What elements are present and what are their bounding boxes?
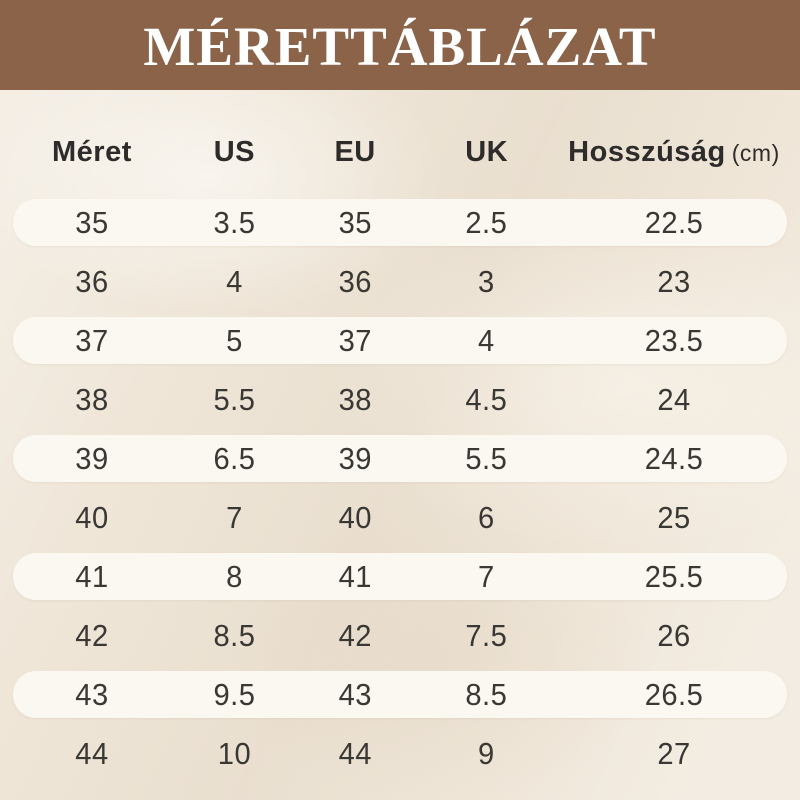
cell-eu: 44 [338,735,372,771]
cell-length: 25.5 [644,558,704,594]
cell-us: 5.5 [213,381,256,417]
cell-uk: 5.5 [465,440,508,476]
cell-eu: 36 [338,263,372,299]
table-row: 39 6.5 39 5.5 24.5 [13,429,787,488]
column-header-uk: UK [465,135,509,168]
cell-us: 8.5 [213,617,256,653]
cell-us: 9.5 [213,676,256,712]
length-unit-label: (cm) [731,139,780,166]
table-row: 38 5.5 38 4.5 24 [13,370,787,429]
cell-us: 6.5 [213,440,256,476]
cell-length: 24 [657,381,691,417]
cell-size: 37 [75,322,109,358]
cell-uk: 3 [478,263,495,299]
cell-length: 23.5 [644,322,704,358]
page-title: MÉRETTÁBLÁZAT [143,15,657,77]
cell-uk: 4 [478,322,495,358]
table-header-row: Méret US EU UK Hosszúság (cm) [13,122,787,182]
cell-length: 24.5 [644,440,704,476]
cell-us: 8 [226,558,243,594]
table-row: 37 5 37 4 23.5 [13,311,787,370]
cell-eu: 41 [338,558,372,594]
cell-uk: 7.5 [465,617,508,653]
table-row: 42 8.5 42 7.5 26 [13,606,787,665]
cell-eu: 42 [338,617,372,653]
cell-eu: 35 [338,204,372,240]
table-row: 43 9.5 43 8.5 26.5 [13,665,787,724]
cell-uk: 2.5 [465,204,508,240]
column-header-eu: EU [334,135,376,168]
cell-us: 5 [226,322,243,358]
cell-length: 26.5 [644,676,704,712]
cell-size: 44 [75,735,109,771]
cell-uk: 4.5 [465,381,508,417]
cell-eu: 37 [338,322,372,358]
cell-us: 4 [226,263,243,299]
column-header-size: Méret [52,135,132,168]
table-row: 41 8 41 7 25.5 [13,547,787,606]
cell-size: 41 [75,558,109,594]
cell-eu: 38 [338,381,372,417]
table-row: 44 10 44 9 27 [13,724,787,783]
cell-length: 23 [657,263,691,299]
cell-uk: 9 [478,735,495,771]
cell-size: 43 [75,676,109,712]
cell-length: 22.5 [644,204,704,240]
column-header-length: Hosszúság (cm) [561,136,787,169]
cell-eu: 43 [338,676,372,712]
cell-length: 26 [657,617,691,653]
cell-us: 10 [217,735,252,771]
cell-length: 27 [657,735,691,771]
cell-size: 39 [75,440,109,476]
cell-size: 36 [75,263,109,299]
cell-size: 35 [75,204,109,240]
cell-us: 7 [226,499,243,535]
table-row: 36 4 36 3 23 [13,252,787,311]
cell-uk: 7 [478,558,495,594]
cell-size: 38 [75,381,109,417]
cell-size: 42 [75,617,109,653]
cell-eu: 39 [338,440,372,476]
table-row: 35 3.5 35 2.5 22.5 [13,193,787,252]
cell-us: 3.5 [213,204,256,240]
size-table-body: 35 3.5 35 2.5 22.5 36 4 36 3 23 37 5 37 4 23.5 38 5.5 38 4… [0,193,800,783]
column-header-us: US [213,135,255,168]
table-row: 40 7 40 6 25 [13,488,787,547]
length-label: Hosszúság [568,135,726,168]
cell-uk: 6 [478,499,495,535]
cell-size: 40 [75,499,109,535]
cell-uk: 8.5 [465,676,508,712]
cell-length: 25 [657,499,691,535]
title-banner: MÉRETTÁBLÁZAT [0,0,800,90]
cell-eu: 40 [338,499,372,535]
